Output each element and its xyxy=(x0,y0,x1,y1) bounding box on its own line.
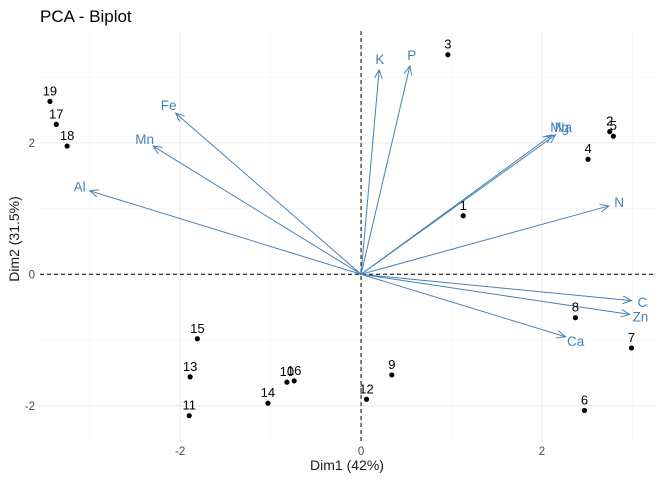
tick-labels: -2 0 2-202 xyxy=(25,138,545,458)
point-label-4: 4 xyxy=(584,141,591,156)
point-label-7: 7 xyxy=(628,330,635,345)
variable-label-na: Na xyxy=(555,120,573,135)
point-18 xyxy=(65,143,70,148)
variable-arrow-na xyxy=(361,135,555,274)
point-label-17: 17 xyxy=(49,106,63,121)
point-label-19: 19 xyxy=(43,83,57,98)
variable-label-p: P xyxy=(407,48,416,63)
point-label-11: 11 xyxy=(182,398,196,413)
variable-arrow-mn xyxy=(153,146,361,274)
point-12 xyxy=(364,397,369,402)
point-17 xyxy=(54,122,59,127)
point-label-16: 16 xyxy=(287,363,301,378)
reference-lines xyxy=(40,31,655,442)
point-9 xyxy=(389,372,394,377)
x-tick-label: -2 xyxy=(175,446,185,458)
point-10 xyxy=(284,380,289,385)
point-16 xyxy=(292,378,297,383)
variable-arrow-ca xyxy=(361,274,565,336)
point-3 xyxy=(445,52,450,57)
point-label-18: 18 xyxy=(60,128,74,143)
point-4 xyxy=(585,157,590,162)
variable-label-mn: Mn xyxy=(135,132,154,147)
x-tick-label: 2 xyxy=(539,446,545,458)
point-6 xyxy=(582,408,587,413)
variable-label-n: N xyxy=(614,195,624,210)
point-label-13: 13 xyxy=(183,359,197,374)
variable-arrow-k xyxy=(361,70,379,275)
point-label-14: 14 xyxy=(261,385,275,400)
point-13 xyxy=(188,374,193,379)
point-label-12: 12 xyxy=(359,381,373,396)
variable-arrow-n xyxy=(361,206,609,274)
chart-title: PCA - Biplot xyxy=(40,7,132,26)
point-1 xyxy=(461,213,466,218)
point-label-5: 5 xyxy=(610,118,617,133)
point-19 xyxy=(47,99,52,104)
point-label-1: 1 xyxy=(460,198,467,213)
point-15 xyxy=(195,336,200,341)
point-label-8: 8 xyxy=(572,300,579,315)
y-tick-label: -2 xyxy=(25,401,35,413)
point-label-3: 3 xyxy=(444,37,451,52)
variable-label-al: Al xyxy=(74,180,86,195)
variable-label-c: C xyxy=(638,295,648,310)
variable-arrow-p xyxy=(361,66,410,274)
variable-arrow-fe xyxy=(176,113,361,274)
variable-arrow-zn xyxy=(361,274,630,314)
variable-label-ca: Ca xyxy=(567,334,585,349)
point-14 xyxy=(265,401,270,406)
variable-label-k: K xyxy=(375,52,384,67)
y-tick-label: 2 xyxy=(29,138,35,150)
grid xyxy=(40,31,655,442)
variable-arrow-c xyxy=(361,274,631,300)
point-5 xyxy=(611,134,616,139)
point-11 xyxy=(187,413,192,418)
y-axis-title: Dim2 (31.5%) xyxy=(6,196,22,282)
point-label-6: 6 xyxy=(581,392,588,407)
point-8 xyxy=(573,315,578,320)
point-label-15: 15 xyxy=(190,321,204,336)
variable-label-zn: Zn xyxy=(633,310,649,325)
variable-label-fe: Fe xyxy=(161,98,177,113)
y-tick-label: 0 xyxy=(29,269,35,281)
variable-arrow-al xyxy=(90,191,361,275)
point-label-9: 9 xyxy=(388,357,395,372)
point-7 xyxy=(629,345,634,350)
x-axis-title: Dim1 (42%) xyxy=(310,457,384,473)
